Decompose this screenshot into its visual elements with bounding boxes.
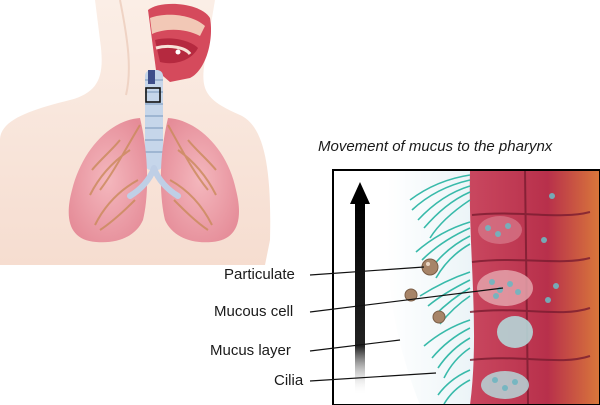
trachea	[145, 70, 163, 170]
mucous-cells	[477, 193, 559, 399]
left-lung	[68, 118, 148, 243]
label-mucous-cell: Mucous cell	[214, 303, 294, 320]
zoom-panel	[332, 169, 600, 405]
leader-lines	[309, 266, 504, 382]
label-mucus-layer: Mucus layer	[210, 342, 291, 359]
label-cilia: Cilia	[274, 372, 304, 389]
zoom-marker-box	[145, 87, 161, 103]
right-lung	[160, 118, 239, 243]
head-cross-section	[148, 3, 212, 82]
particulate-spheres	[404, 258, 446, 324]
mucus-direction-arrow	[350, 182, 370, 395]
diagram-title: Movement of mucus to the pharynx	[318, 138, 553, 155]
label-particulate: Particulate	[224, 266, 295, 283]
bronchi	[127, 165, 181, 199]
